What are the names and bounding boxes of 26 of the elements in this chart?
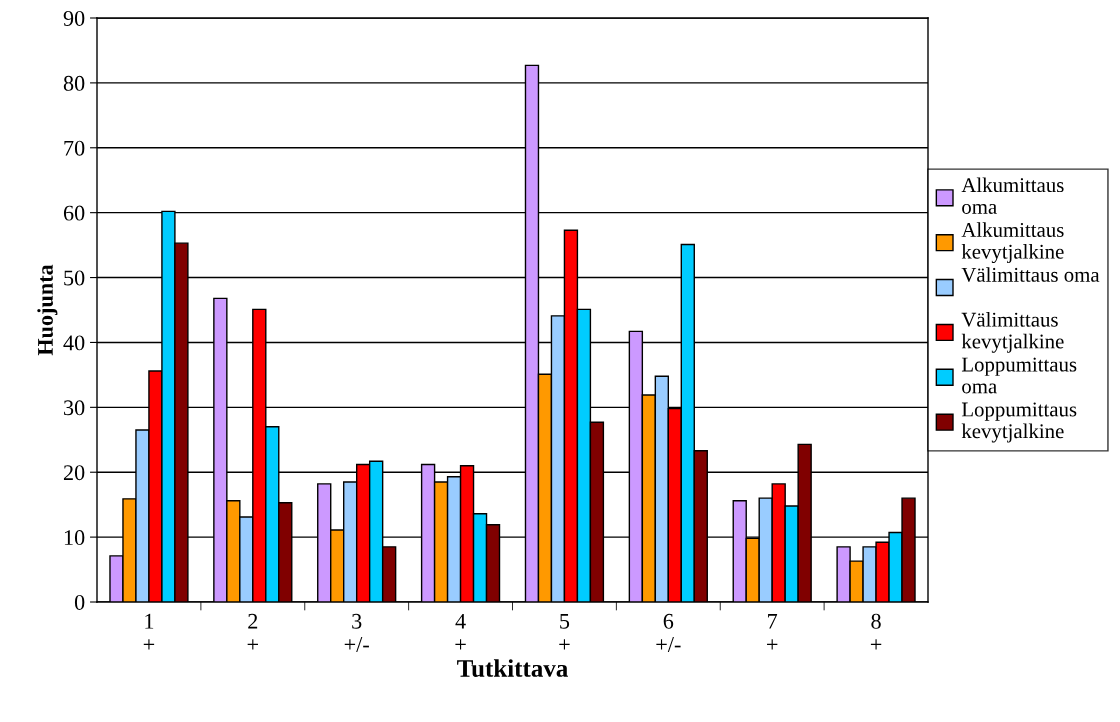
y-tick-label: 90	[63, 10, 85, 26]
y-tick-label: 70	[64, 140, 85, 156]
y-tick-label: 20	[63, 465, 85, 481]
y-tick-label: 60	[63, 205, 85, 221]
legend-label: Välimittaus oma	[961, 267, 1100, 282]
legend-label: Loppumittaus kevytjalkine	[961, 402, 1077, 443]
x-tick-label: 3 +/-	[344, 613, 369, 652]
y-tick-label: 50	[64, 270, 85, 286]
y-axis-title: Huojunta	[37, 264, 58, 356]
x-tick-label: 2 +	[247, 613, 258, 650]
y-tick-label: 80	[63, 75, 85, 91]
legend-label: Loppumittaus oma	[961, 357, 1077, 394]
x-tick-label: 8 +	[870, 613, 882, 650]
x-tick-label: 5 +	[559, 613, 570, 650]
legend-label: Välimittaus kevytjalkine	[961, 312, 1064, 353]
x-tick-label: 6 +/-	[656, 613, 681, 652]
legend-label: Alkumittaus oma	[961, 177, 1064, 214]
x-tick-label: 7 +	[767, 613, 778, 650]
y-tick-label: 40	[63, 335, 85, 351]
y-tick-label: 0	[74, 594, 85, 610]
x-tick-label: 1 +	[143, 613, 155, 650]
y-tick-label: 30	[64, 400, 85, 416]
x-axis-title: Tutkittava	[457, 659, 568, 677]
x-tick-label: 4 +	[455, 613, 466, 650]
legend-label: Alkumittaus kevytjalkine	[961, 222, 1064, 264]
y-tick-label: 10	[64, 530, 85, 546]
